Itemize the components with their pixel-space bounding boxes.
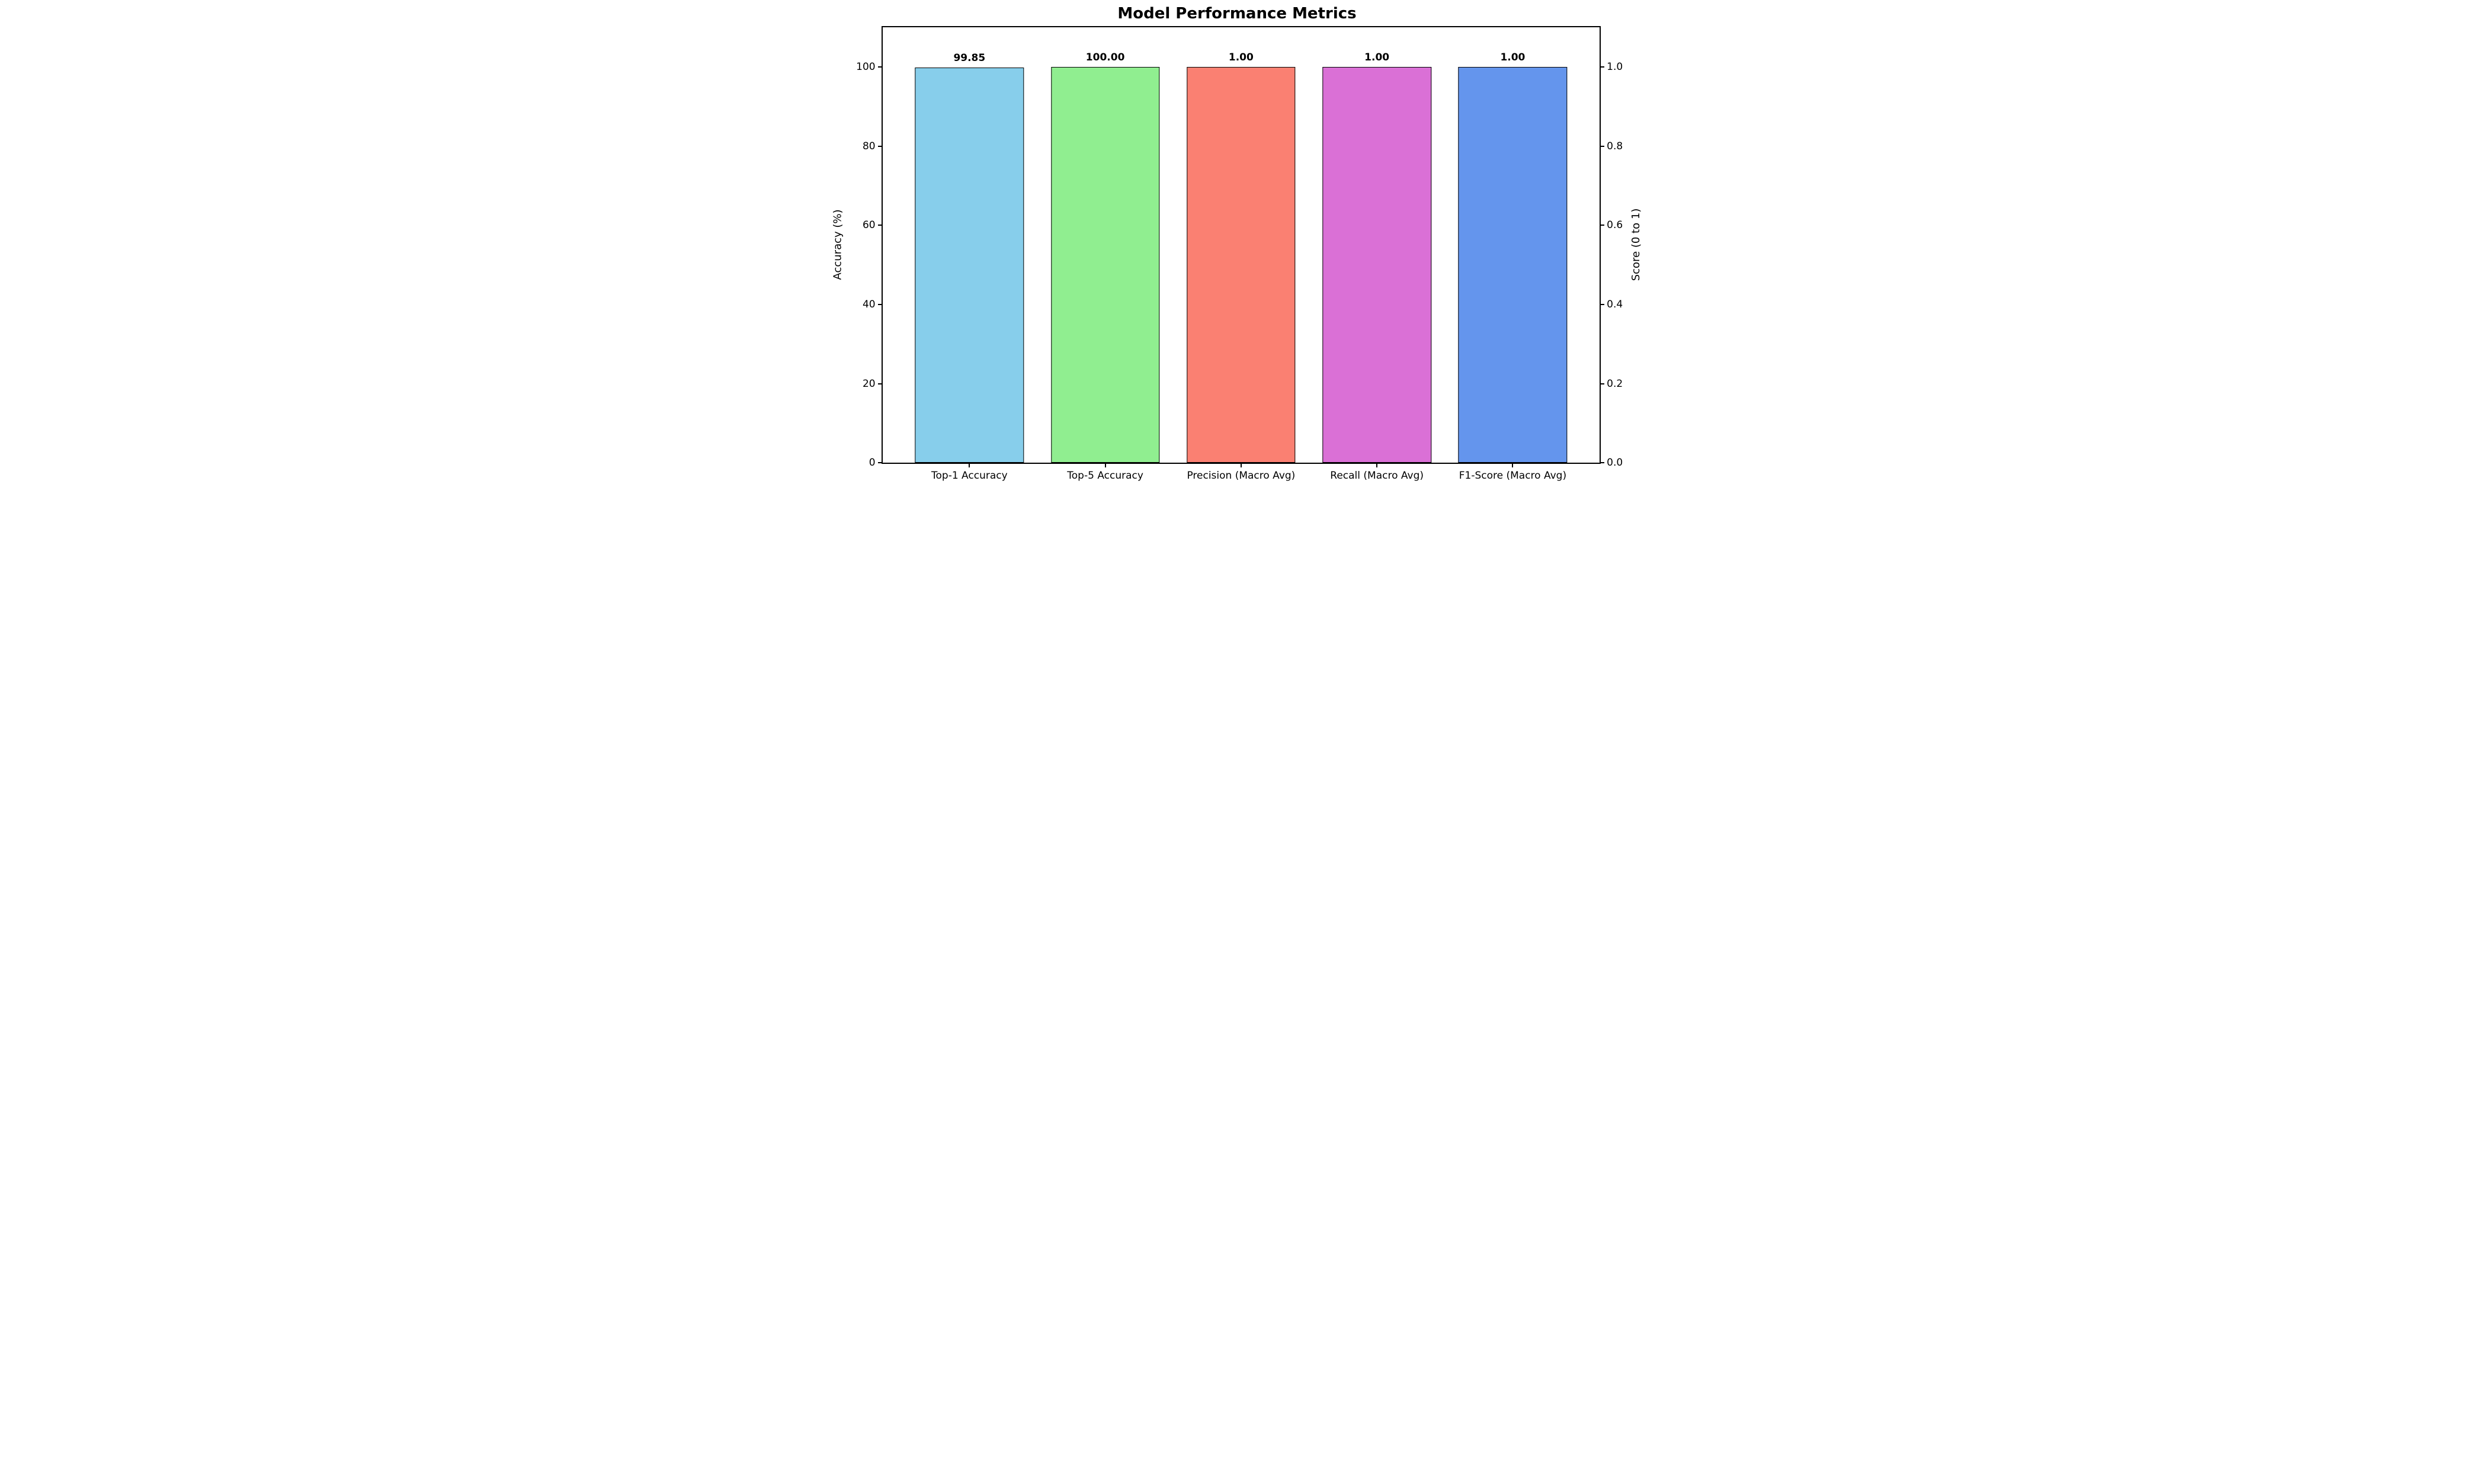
right-tick-mark	[1600, 66, 1605, 68]
x-tick-mark	[1240, 463, 1242, 468]
right-tick-label-3: 0.4	[1607, 299, 1623, 311]
right-tick-mark	[1600, 225, 1605, 226]
left-tick-mark	[877, 145, 883, 147]
x-tick-label-1: Top-1 Accuracy	[931, 470, 1008, 482]
right-tick-label-5: 0.8	[1607, 140, 1623, 152]
bar-1	[915, 68, 1024, 463]
x-tick-label-5: F1-Score (Macro Avg)	[1459, 470, 1567, 482]
bar-4	[1322, 67, 1431, 463]
left-axis-label: Accuracy (%)	[831, 209, 844, 280]
chart-title: Model Performance Metrics	[1117, 5, 1357, 23]
left-tick-label-1: 0	[869, 457, 876, 469]
x-tick-label-4: Recall (Macro Avg)	[1330, 470, 1424, 482]
right-tick-mark	[1600, 145, 1605, 147]
plot-area: 99.85 Top-1 Accuracy 100.00 Top-5 Accuracy 1…	[856, 26, 1623, 482]
bar-value-label-2: 100.00	[1085, 52, 1125, 64]
left-tick-label-6: 100	[856, 61, 876, 73]
left-tick-label-5: 80	[862, 140, 876, 152]
left-tick-mark	[877, 304, 883, 306]
left-tick-label-3: 40	[862, 299, 876, 311]
x-tick-mark	[1104, 463, 1106, 468]
bar-2	[1050, 67, 1160, 463]
left-tick-mark	[877, 66, 883, 68]
x-tick-mark	[1376, 463, 1378, 468]
left-tick-label-2: 20	[862, 377, 876, 390]
right-tick-label-1: 0.0	[1607, 457, 1623, 469]
right-tick-mark	[1600, 383, 1605, 384]
left-tick-label-4: 60	[862, 219, 876, 232]
bar-value-label-3: 1.00	[1228, 52, 1254, 64]
right-tick-label-4: 0.6	[1607, 219, 1623, 232]
x-tick-label-2: Top-5 Accuracy	[1067, 470, 1143, 482]
left-tick-mark	[877, 225, 883, 226]
right-tick-mark	[1600, 462, 1605, 464]
x-tick-mark	[969, 463, 970, 468]
bar-value-label-5: 1.00	[1500, 52, 1526, 64]
left-tick-mark	[877, 383, 883, 384]
bar-value-label-1: 99.85	[953, 52, 986, 65]
x-tick-mark	[1512, 463, 1514, 468]
right-tick-mark	[1600, 304, 1605, 306]
right-tick-label-6: 1.0	[1607, 61, 1623, 73]
left-tick-mark	[877, 462, 883, 464]
bar-3	[1187, 67, 1296, 463]
bar-value-label-4: 1.00	[1364, 52, 1390, 64]
right-tick-label-2: 0.2	[1607, 377, 1623, 390]
bar-5	[1458, 67, 1568, 463]
x-tick-label-3: Precision (Macro Avg)	[1187, 470, 1296, 482]
figure: Model Performance Metrics Accuracy (%) S…	[825, 0, 1649, 495]
right-axis-label: Score (0 to 1)	[1630, 209, 1643, 281]
